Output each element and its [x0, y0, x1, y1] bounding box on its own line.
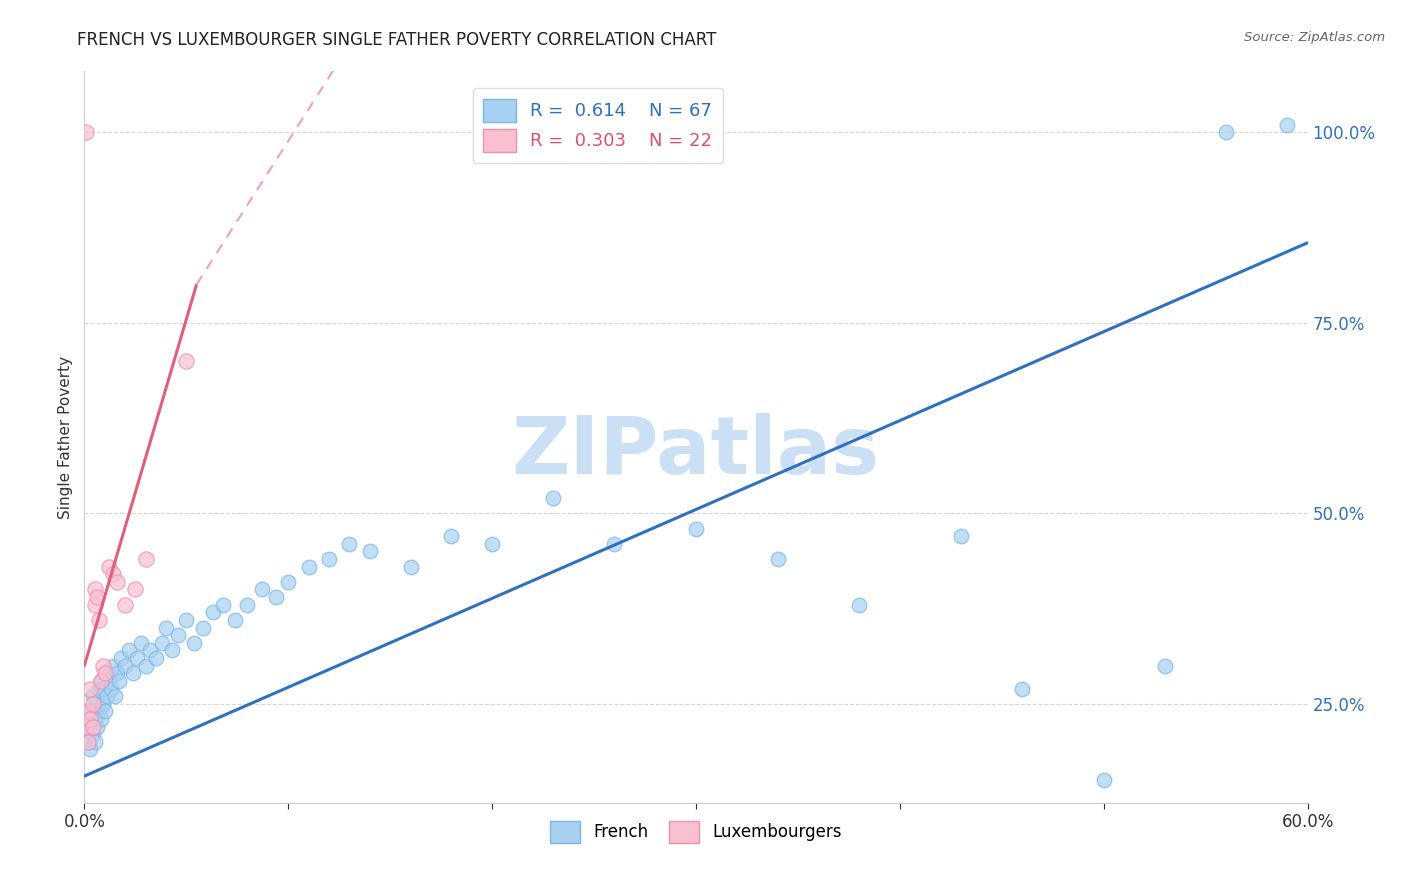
- Point: [77, 705, 100, 719]
- Point: [145, 651, 167, 665]
- Point: [135, 552, 157, 566]
- Point: [75, 720, 97, 734]
- Point: [108, 673, 131, 688]
- Point: [118, 643, 141, 657]
- Point: [131, 636, 153, 650]
- Point: [110, 651, 132, 665]
- Point: [82, 689, 104, 703]
- Point: [87, 681, 110, 696]
- Point: [224, 613, 246, 627]
- Point: [150, 636, 173, 650]
- Point: [298, 559, 321, 574]
- Point: [75, 720, 97, 734]
- Point: [83, 712, 105, 726]
- Point: [212, 598, 235, 612]
- Point: [114, 658, 136, 673]
- Point: [236, 598, 259, 612]
- Point: [101, 567, 124, 582]
- Point: [167, 628, 190, 642]
- Point: [264, 590, 287, 604]
- Point: [77, 735, 100, 749]
- Point: [93, 666, 115, 681]
- Point: [543, 491, 565, 505]
- Point: [114, 598, 136, 612]
- Point: [83, 735, 105, 749]
- Point: [79, 705, 101, 719]
- Point: [1092, 772, 1115, 787]
- Point: [82, 697, 104, 711]
- Legend: French, Luxembourgers: French, Luxembourgers: [544, 814, 848, 849]
- Point: [160, 643, 183, 657]
- Point: [399, 559, 422, 574]
- Point: [440, 529, 463, 543]
- Point: [339, 537, 361, 551]
- Point: [77, 735, 100, 749]
- Point: [201, 605, 224, 619]
- Point: [1154, 658, 1177, 673]
- Point: [105, 574, 128, 589]
- Point: [86, 720, 108, 734]
- Text: FRENCH VS LUXEMBOURGER SINGLE FATHER POVERTY CORRELATION CHART: FRENCH VS LUXEMBOURGER SINGLE FATHER POV…: [77, 31, 717, 49]
- Point: [83, 582, 105, 597]
- Point: [90, 673, 112, 688]
- Point: [100, 681, 122, 696]
- Point: [127, 651, 149, 665]
- Point: [90, 712, 112, 726]
- Point: [77, 712, 100, 726]
- Text: Source: ZipAtlas.com: Source: ZipAtlas.com: [1244, 31, 1385, 45]
- Point: [766, 552, 789, 566]
- Point: [685, 521, 707, 535]
- Point: [82, 727, 104, 741]
- Point: [97, 673, 120, 688]
- Point: [75, 125, 97, 139]
- Point: [277, 574, 299, 589]
- Point: [105, 666, 128, 681]
- Point: [174, 354, 197, 368]
- Y-axis label: Single Father Poverty: Single Father Poverty: [58, 356, 73, 518]
- Point: [104, 689, 127, 703]
- Point: [1011, 681, 1033, 696]
- Point: [138, 643, 160, 657]
- Point: [93, 666, 115, 681]
- Point: [96, 689, 118, 703]
- Point: [174, 613, 197, 627]
- Point: [1215, 125, 1237, 139]
- Point: [318, 552, 340, 566]
- Point: [97, 559, 120, 574]
- Point: [124, 582, 146, 597]
- Point: [86, 590, 108, 604]
- Point: [950, 529, 973, 543]
- Point: [183, 636, 205, 650]
- Point: [91, 697, 114, 711]
- Point: [101, 658, 124, 673]
- Point: [91, 681, 114, 696]
- Point: [93, 705, 115, 719]
- Point: [86, 697, 108, 711]
- Point: [122, 666, 145, 681]
- Point: [191, 621, 214, 635]
- Point: [359, 544, 381, 558]
- Point: [79, 681, 101, 696]
- Point: [250, 582, 273, 597]
- Point: [82, 720, 104, 734]
- Point: [79, 742, 101, 756]
- Point: [83, 598, 105, 612]
- Point: [848, 598, 870, 612]
- Point: [87, 613, 110, 627]
- Point: [90, 673, 112, 688]
- Point: [135, 658, 157, 673]
- Point: [603, 537, 626, 551]
- Text: ZIPatlas: ZIPatlas: [512, 413, 880, 491]
- Point: [87, 705, 110, 719]
- Point: [79, 712, 101, 726]
- Point: [481, 537, 503, 551]
- Point: [91, 658, 114, 673]
- Point: [155, 621, 177, 635]
- Point: [1277, 118, 1299, 132]
